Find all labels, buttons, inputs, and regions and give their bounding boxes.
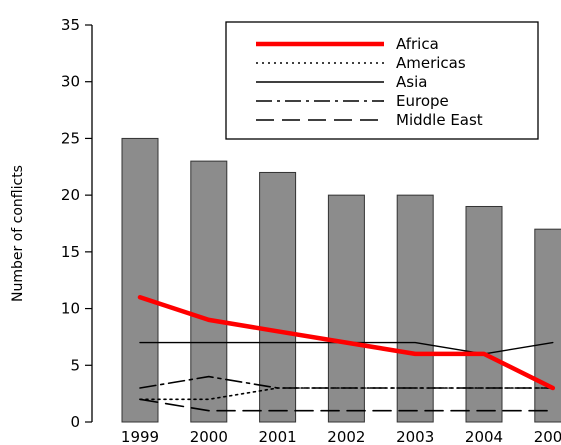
y-tick-label: 10 bbox=[61, 300, 80, 318]
y-tick-label: 0 bbox=[70, 413, 80, 431]
x-tick-label: 1999 bbox=[121, 428, 159, 445]
bar-2001 bbox=[259, 171, 297, 423]
y-tick-label: 15 bbox=[61, 243, 80, 261]
bar-2004 bbox=[465, 205, 503, 423]
legend-label: Europe bbox=[396, 92, 449, 110]
series-line-americas bbox=[139, 387, 554, 401]
bar-1999 bbox=[121, 137, 159, 423]
x-axis: 1999 2000 2001 2002 2003 2004 2005 bbox=[121, 428, 561, 445]
legend-box bbox=[225, 21, 539, 140]
series-lines bbox=[137, 294, 556, 412]
x-tick-label: 2003 bbox=[396, 428, 434, 445]
legend-label: Middle East bbox=[396, 111, 483, 129]
y-tick-label: 30 bbox=[61, 73, 80, 91]
x-tick-label: 2004 bbox=[465, 428, 503, 445]
y-axis-title: Number of conflicts bbox=[10, 165, 26, 302]
legend-label: Africa bbox=[396, 35, 439, 53]
bar-2003 bbox=[396, 194, 434, 423]
y-tick-label: 25 bbox=[61, 129, 80, 147]
x-tick-label: 2005 bbox=[534, 428, 561, 445]
bar-2002 bbox=[327, 194, 365, 423]
legend-label: Asia bbox=[396, 73, 427, 91]
bars bbox=[121, 137, 561, 423]
series-line-africa bbox=[137, 294, 556, 391]
y-tick-label: 20 bbox=[61, 186, 80, 204]
x-tick-label: 2000 bbox=[190, 428, 228, 445]
bar-2005 bbox=[534, 228, 561, 423]
series-line-europe bbox=[139, 375, 554, 389]
x-tick-label: 2002 bbox=[327, 428, 365, 445]
bar-2000 bbox=[190, 160, 228, 423]
legend-label: Americas bbox=[396, 54, 466, 72]
series-line-middle-east bbox=[139, 398, 554, 412]
x-tick-label: 2001 bbox=[259, 428, 297, 445]
y-tick-label: 35 bbox=[61, 16, 80, 34]
y-axis: 0 5 10 15 20 25 30 35 bbox=[61, 16, 93, 431]
y-tick-label: 5 bbox=[70, 356, 80, 374]
